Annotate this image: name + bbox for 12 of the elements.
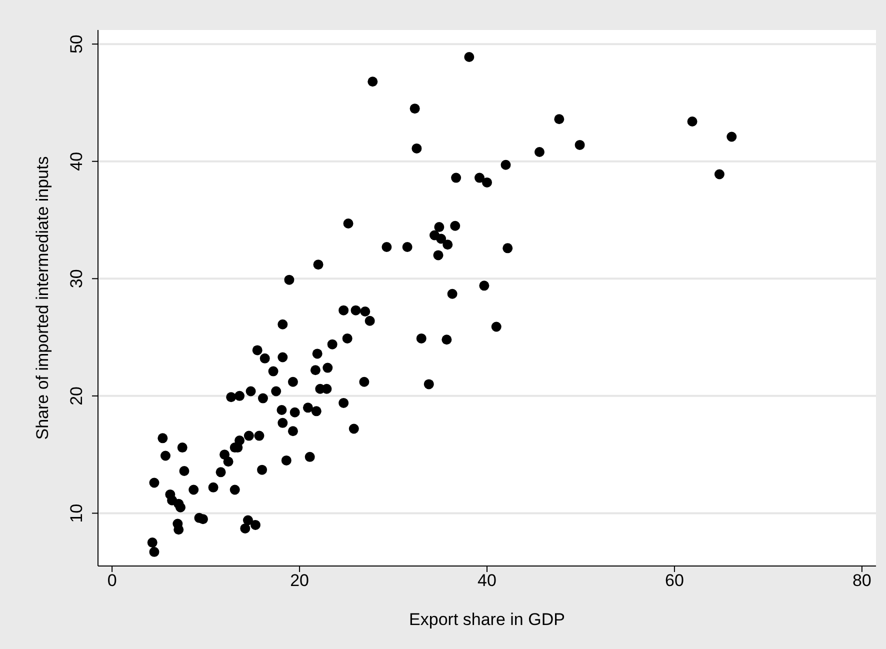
y-axis-title: Share of imported intermediate inputs xyxy=(33,156,52,440)
y-tick-label: 40 xyxy=(67,152,86,171)
y-tick-label: 10 xyxy=(67,504,86,523)
x-axis-title: Export share in GDP xyxy=(409,610,565,629)
x-tick-label: 20 xyxy=(290,571,309,590)
y-tick-label: 20 xyxy=(67,386,86,406)
x-tick-label: 80 xyxy=(852,571,872,590)
y-tick-label: 50 xyxy=(67,34,86,54)
x-tick-label: 0 xyxy=(107,571,117,590)
x-tick-label: 60 xyxy=(665,571,684,590)
y-tick-label: 30 xyxy=(67,269,86,288)
x-tick-label: 40 xyxy=(478,571,496,590)
